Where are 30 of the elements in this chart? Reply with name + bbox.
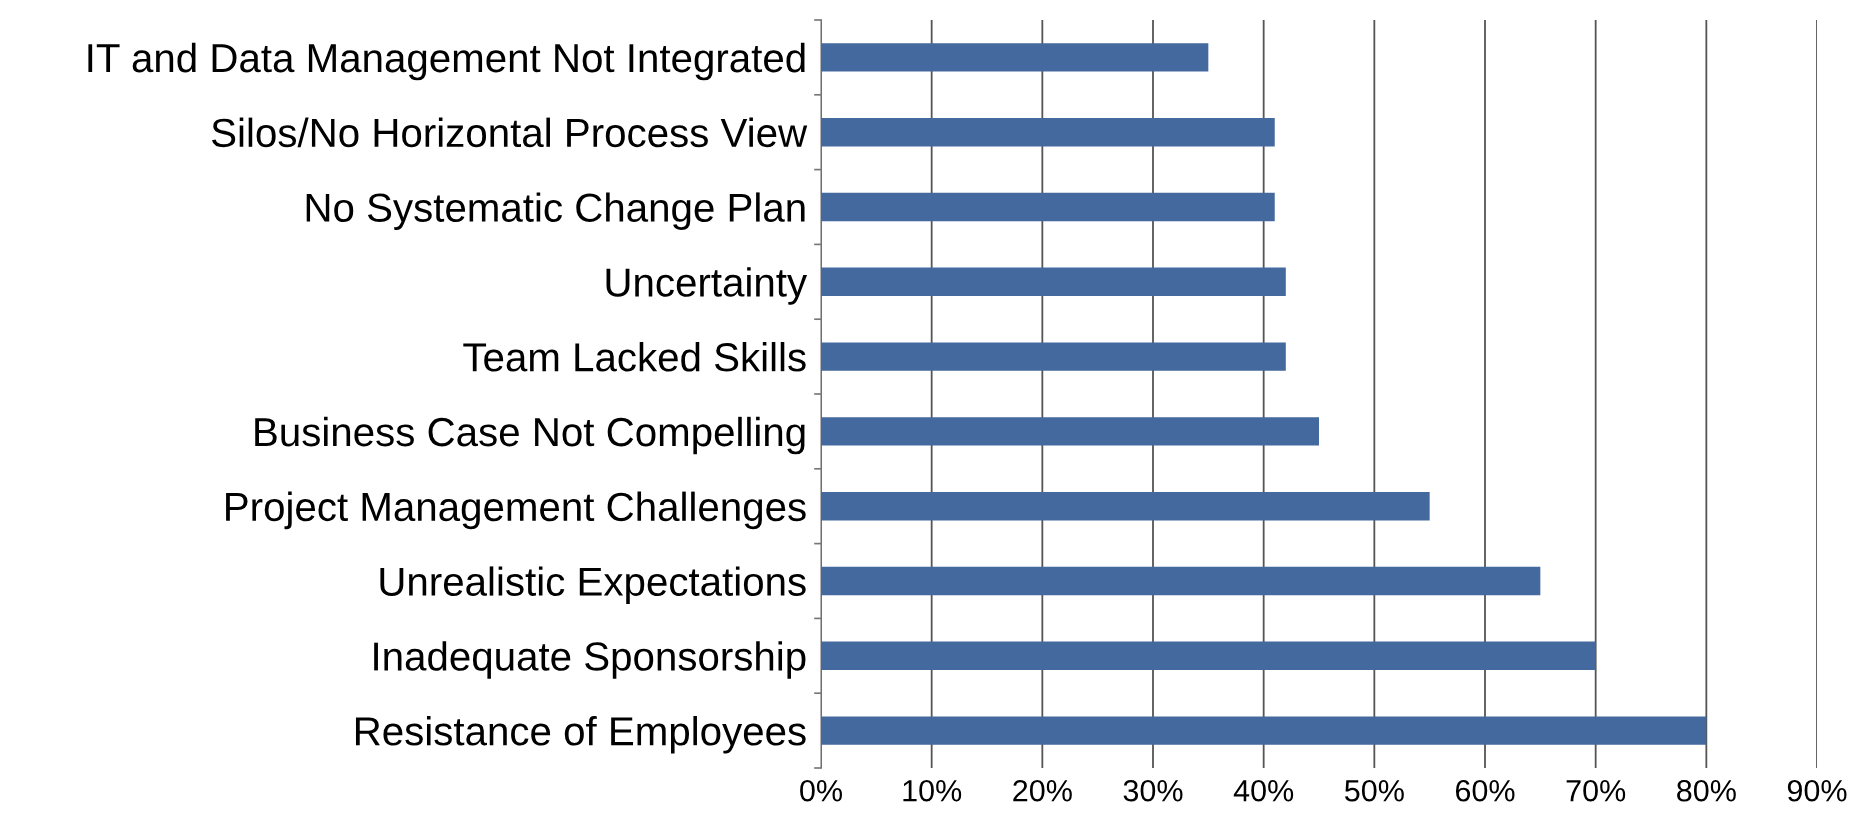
y-tick-label: Business Case Not Compelling xyxy=(255,416,805,455)
bar xyxy=(821,267,1286,297)
y-tick-label: Team Lacked Skills xyxy=(463,342,806,372)
x-tick-label: 20% xyxy=(1013,779,1072,802)
y-tick-label: Resistance of Employees xyxy=(355,716,806,754)
x-tick-label: 90% xyxy=(1787,779,1847,802)
y-tick-label: Inadequate Sponsorship xyxy=(374,641,806,679)
y-tick-label: Unrealistic Expectations xyxy=(380,566,806,604)
x-tick-label: 10% xyxy=(903,779,962,802)
x-tick-label: 50% xyxy=(1344,779,1404,802)
bar xyxy=(821,641,1596,671)
x-tick-label: 40% xyxy=(1233,779,1294,802)
y-tick-label: IT and Data Management Not Integrated xyxy=(88,42,805,81)
bar xyxy=(821,417,1319,446)
bar xyxy=(821,192,1275,222)
x-tick-label: 30% xyxy=(1123,779,1183,802)
y-tick-label: Project Management Challenges xyxy=(226,491,806,530)
bar xyxy=(821,342,1286,371)
x-tick-label: 60% xyxy=(1455,779,1515,802)
bar xyxy=(821,43,1209,72)
y-tick-label: Uncertainty xyxy=(606,267,808,305)
y-tick-label: Silos/No Horizontal Process View xyxy=(211,117,808,148)
x-tick-label: 80% xyxy=(1677,779,1736,802)
bar xyxy=(821,566,1541,596)
x-tick-label: 70% xyxy=(1566,779,1626,802)
bar xyxy=(821,716,1707,745)
y-tick-label: No Systematic Change Plan xyxy=(306,192,805,230)
x-tick-label: 0% xyxy=(800,779,842,802)
bar xyxy=(821,117,1275,147)
bar xyxy=(821,491,1430,521)
